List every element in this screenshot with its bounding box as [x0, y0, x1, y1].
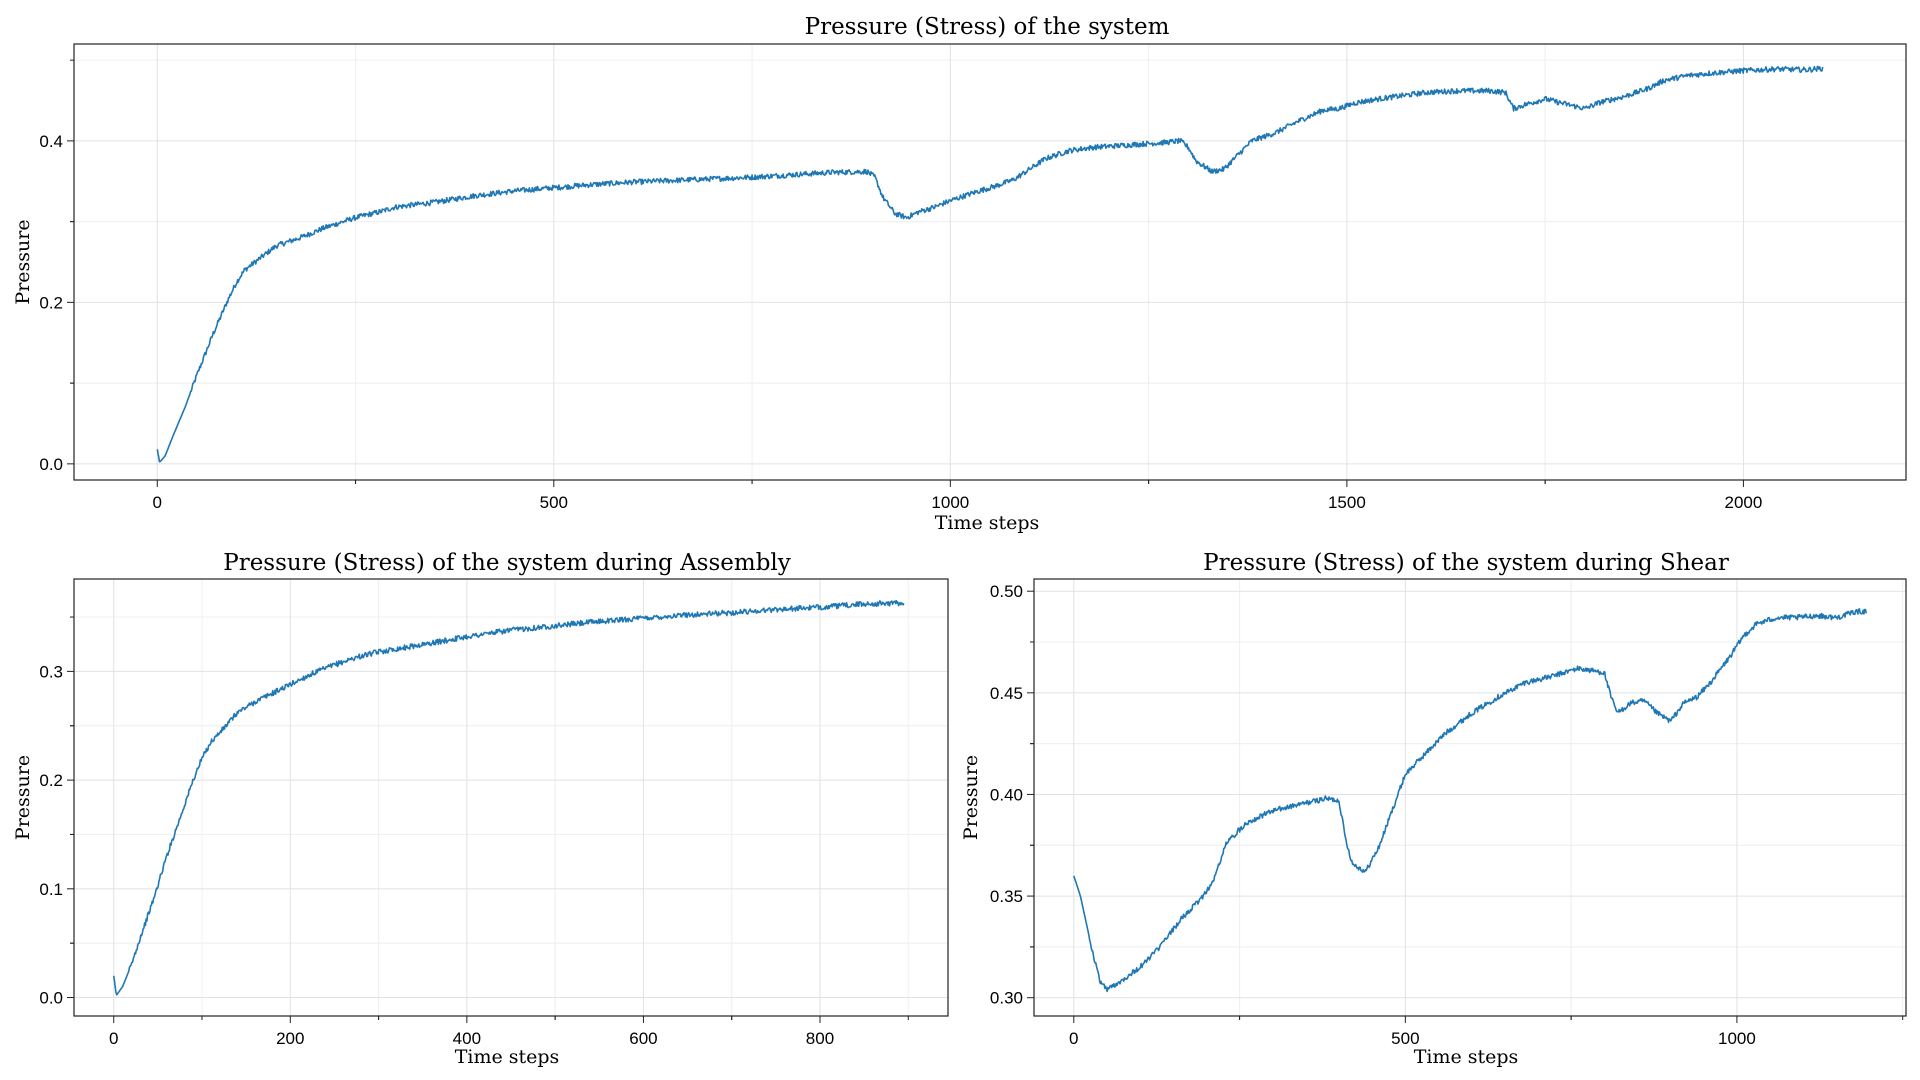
- y-tick-label: 0.0: [39, 989, 63, 1008]
- y-tick-label: 0.30: [990, 989, 1023, 1008]
- y-tick-label: 0.50: [990, 582, 1023, 601]
- plot-frame: [1033, 578, 1907, 1017]
- y-tick-label: 0.2: [39, 293, 63, 312]
- plot-frame: [73, 578, 949, 1017]
- x-tick-label: 0: [153, 493, 162, 512]
- series-line-0: [112, 599, 905, 996]
- x-tick-label: 200: [276, 1029, 304, 1048]
- x-tick-label: 0: [109, 1029, 118, 1048]
- y-axis-label: Pressure: [12, 219, 34, 304]
- series-line-0: [1073, 608, 1867, 993]
- x-tick-label: 1000: [1718, 1029, 1756, 1048]
- y-tick-label: 0.45: [990, 684, 1023, 703]
- y-tick-label: 0.40: [990, 785, 1023, 804]
- series-line-0: [156, 65, 1824, 463]
- x-tick-label: 800: [806, 1029, 834, 1048]
- y-tick-label: 0.35: [990, 887, 1023, 906]
- y-tick-label: 0.1: [39, 880, 63, 899]
- x-tick-label: 1000: [931, 493, 969, 512]
- plot-frame: [73, 43, 1907, 481]
- chart-0: 0 500 1000 1500 2000 0.0 0.2 0.4 Pressure (Stres…: [12, 14, 1907, 534]
- x-tick-label: 1500: [1328, 493, 1366, 512]
- x-axis-label: Time steps: [1414, 1046, 1519, 1068]
- y-axis-label: Pressure: [960, 755, 982, 840]
- y-tick-label: 0.2: [39, 771, 63, 790]
- chart-2: 0 500 1000 0.30 0.35 0.40 0.45 0.50 Pressure (St…: [960, 550, 1907, 1068]
- x-axis-label: Time steps: [935, 512, 1040, 534]
- x-tick-label: 500: [540, 493, 568, 512]
- x-tick-label: 600: [629, 1029, 657, 1048]
- x-axis-label: Time steps: [455, 1046, 560, 1068]
- x-tick-label: 500: [1391, 1029, 1419, 1048]
- y-tick-label: 0.4: [39, 132, 63, 151]
- y-tick-label: 0.0: [39, 455, 63, 474]
- chart-title: Pressure (Stress) of the system: [805, 14, 1170, 40]
- y-axis-label: Pressure: [12, 755, 34, 840]
- x-tick-label: 0: [1069, 1029, 1078, 1048]
- x-tick-label: 400: [453, 1029, 481, 1048]
- x-tick-label: 2000: [1725, 493, 1763, 512]
- chart-title: Pressure (Stress) of the system during S…: [1203, 550, 1729, 576]
- chart-title: Pressure (Stress) of the system during A…: [223, 550, 791, 576]
- y-tick-label: 0.3: [39, 662, 63, 681]
- chart-1: 0 200 400 600 800 0.0 0.1 0.2 0.3 Pressure (Stres…: [12, 550, 949, 1068]
